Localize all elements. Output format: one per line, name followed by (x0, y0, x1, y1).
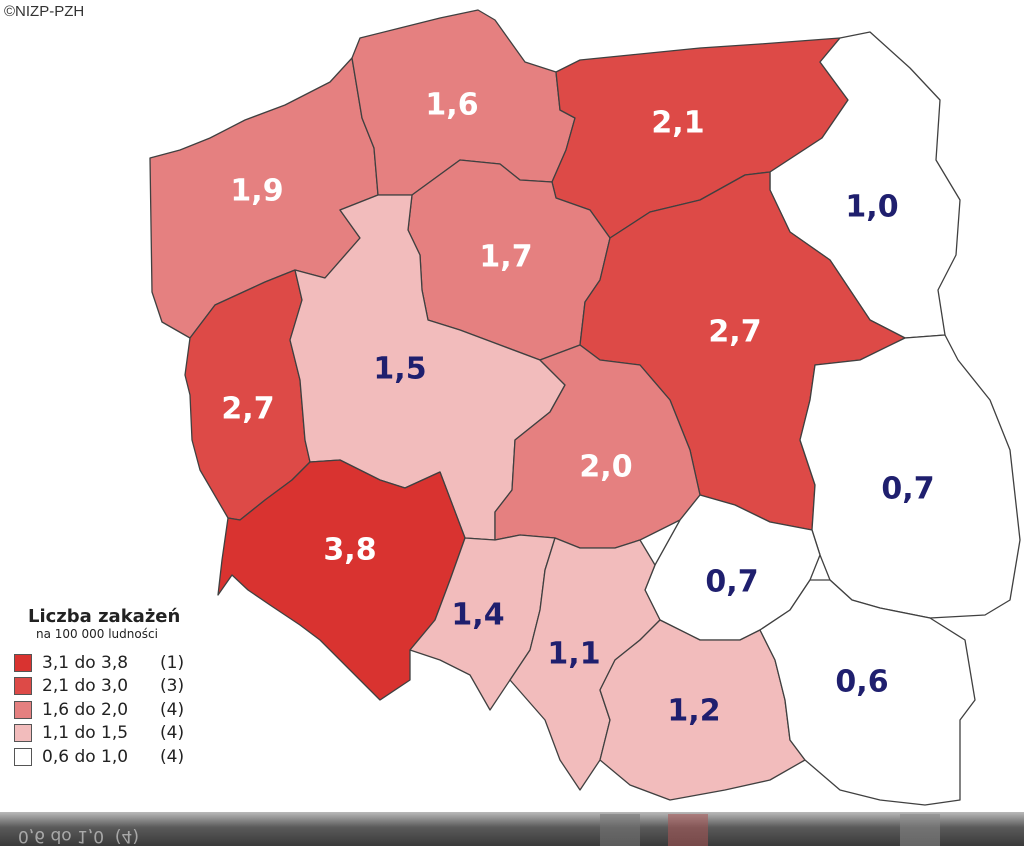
legend-range: 3,1 do 3,8 (42, 652, 129, 673)
legend-swatch (14, 653, 32, 672)
region-label-zachodniopomorskie: 1,9 (230, 174, 283, 209)
region-label-swietokrzyskie: 0,7 (705, 565, 758, 600)
copyright-notice: ©NIZP-PZH (4, 3, 85, 20)
region-malopolskie (599, 619, 806, 801)
region-label-lubelskie: 0,7 (881, 472, 934, 507)
legend-subtitle: na 100 000 ludności (36, 627, 158, 641)
region-label-slaskie: 1,1 (547, 637, 600, 672)
legend-range: 1,6 do 2,0 (42, 699, 129, 720)
region-label-lubuskie: 2,7 (221, 392, 274, 427)
legend-item: 3,1 do 3,8 (1) (14, 651, 254, 675)
region-label-dolnoslaskie: 3,8 (323, 533, 376, 568)
region-podkarpackie (759, 579, 976, 806)
reflection-blob-red (668, 814, 708, 846)
legend-range: 2,1 do 3,0 (42, 676, 129, 697)
region-label-malopolskie: 1,2 (667, 694, 720, 729)
region-label-lodzkie: 2,0 (579, 450, 632, 485)
map-legend: Liczba zakażeń na 100 000 ludności 3,1 d… (14, 606, 254, 769)
legend-swatch (14, 724, 32, 743)
reflection-band (0, 812, 1024, 846)
legend-swatch (14, 747, 32, 766)
reflection-text: 0,6 do 1,0 (4) (18, 826, 139, 846)
legend-count: (1) (160, 652, 185, 673)
legend-item: 0,6 do 1,0 (4) (14, 745, 254, 769)
reflection-blob-right (900, 814, 940, 846)
region-label-opolskie: 1,4 (451, 598, 504, 633)
legend-range: 1,1 do 1,5 (42, 723, 129, 744)
legend-count: (4) (160, 746, 185, 767)
legend-count: (3) (160, 676, 185, 697)
legend-range: 0,6 do 1,0 (42, 746, 129, 767)
region-label-wielkopolskie: 1,5 (373, 352, 426, 387)
region-label-warminsko-mazurskie: 2,1 (651, 106, 704, 141)
legend-count: (4) (160, 723, 185, 744)
region-label-kujawsko-pomorskie: 1,7 (479, 240, 532, 275)
region-label-pomorskie: 1,6 (425, 88, 478, 123)
region-label-podkarpackie: 0,6 (835, 665, 888, 700)
legend-item: 1,1 do 1,5 (4) (14, 722, 254, 746)
legend-title: Liczba zakażeń (28, 606, 181, 627)
legend-count: (4) (160, 699, 185, 720)
legend-swatch (14, 700, 32, 719)
legend-item: 2,1 do 3,0 (3) (14, 675, 254, 699)
legend-swatch (14, 677, 32, 696)
region-label-podlaskie: 1,0 (845, 190, 898, 225)
region-label-mazowieckie: 2,7 (708, 315, 761, 350)
reflection-blob-left (600, 814, 640, 846)
legend-item: 1,6 do 2,0 (4) (14, 698, 254, 722)
